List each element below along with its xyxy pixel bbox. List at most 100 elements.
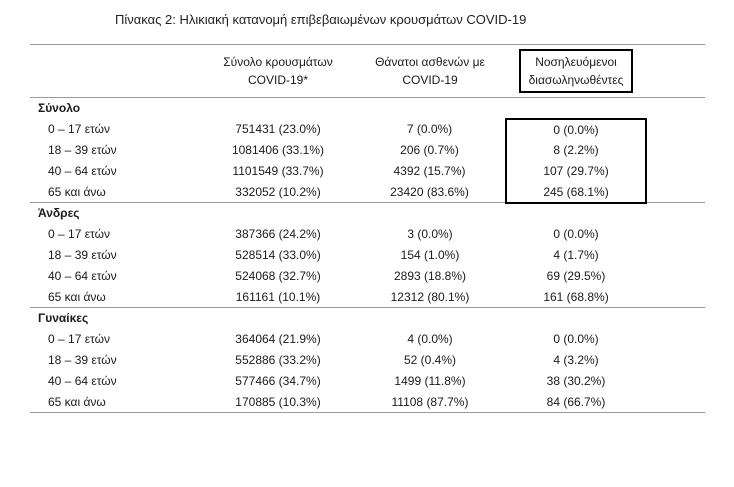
cases-cell: 528514 (33.0%) — [235, 248, 321, 262]
col-header-intubated: Νοσηλευόμενοι διασωληνωθέντες — [506, 44, 646, 98]
spacer-cell — [646, 286, 705, 308]
table-row: 65 και άνω 161161 (10.1%) 12312 (80.1%) … — [30, 286, 705, 308]
col-header-deaths: Θάνατοι ασθενών με COVID-19 — [354, 44, 506, 98]
col-header-deaths-line2: COVID-19 — [402, 73, 458, 87]
table-row: 40 – 64 ετών 524068 (32.7%) 2893 (18.8%)… — [30, 266, 705, 287]
spacer-cell — [646, 329, 705, 350]
deaths-cell: 4392 (15.7%) — [393, 164, 466, 178]
spacer-cell — [646, 203, 705, 224]
deaths-cell: 154 (1.0%) — [400, 248, 460, 262]
age-label-cell: 18 – 39 ετών — [48, 143, 117, 157]
deaths-cell: 3 (0.0%) — [407, 227, 453, 241]
covid-age-distribution-table: Σύνολο κρουσμάτων COVID-19* Θάνατοι ασθε… — [30, 44, 705, 413]
table-row: 40 – 64 ετών 1101549 (33.7%) 4392 (15.7%… — [30, 160, 705, 182]
deaths-cell: 11108 (87.7%) — [354, 391, 506, 413]
intubated-cell: 4 (3.2%) — [553, 353, 599, 367]
spacer-cell — [646, 391, 705, 413]
age-label-cell: 40 – 64 ετών — [48, 164, 117, 178]
spacer-cell — [646, 140, 705, 161]
intubated-cell: 0 (0.0%) — [505, 117, 647, 140]
spacer-cell — [646, 350, 705, 371]
spacer-cell — [646, 245, 705, 266]
intubated-cell: 8 (2.2%) — [505, 139, 647, 161]
spacer-cell — [646, 119, 705, 140]
age-label-cell: 40 – 64 ετών — [48, 269, 117, 283]
empty-cell — [202, 203, 354, 224]
intubated-cell: 0 (0.0%) — [553, 332, 599, 346]
age-label-cell: 65 και άνω — [30, 181, 202, 203]
intubated-cell: 245 (68.1%) — [505, 181, 647, 204]
table-row: 65 και άνω 170885 (10.3%) 11108 (87.7%) … — [30, 391, 705, 413]
age-label-cell: 18 – 39 ετών — [48, 353, 117, 367]
col-header-cases: Σύνολο κρουσμάτων COVID-19* — [202, 44, 354, 98]
deaths-cell: 52 (0.4%) — [403, 353, 457, 367]
table-row: 18 – 39 ετών 1081406 (33.1%) 206 (0.7%) … — [30, 139, 705, 161]
cases-cell: 577466 (34.7%) — [235, 374, 321, 388]
empty-cell — [506, 203, 646, 224]
col-header-deaths-line1: Θάνατοι ασθενών με — [375, 55, 485, 69]
table-row: 18 – 39 ετών 552886 (33.2%) 52 (0.4%) 4 … — [30, 350, 705, 371]
cases-cell: 1081406 (33.1%) — [231, 143, 325, 157]
deaths-cell: 2893 (18.8%) — [393, 269, 467, 283]
table-row: 65 και άνω 332052 (10.2%) 23420 (83.6%) … — [30, 181, 705, 204]
intubated-cell: 107 (29.7%) — [505, 160, 647, 182]
deaths-cell: 23420 (83.6%) — [354, 181, 506, 203]
cases-cell: 332052 (10.2%) — [202, 181, 354, 203]
col-header-cases-line2: COVID-19* — [247, 73, 309, 87]
intubated-cell: 69 (29.5%) — [546, 269, 606, 283]
deaths-cell: 1499 (11.8%) — [394, 374, 466, 388]
empty-cell — [202, 308, 354, 329]
empty-cell — [354, 203, 506, 224]
age-label-cell: 18 – 39 ετών — [48, 248, 117, 262]
deaths-cell: 206 (0.7%) — [400, 143, 459, 157]
spacer-cell — [646, 308, 705, 329]
intubated-cell: 0 (0.0%) — [553, 227, 599, 241]
age-label-cell: 0 – 17 ετών — [48, 122, 110, 136]
cases-cell: 364064 (21.9%) — [235, 332, 321, 346]
spacer-cell — [646, 161, 705, 182]
table-row: 0 – 17 ετών 364064 (21.9%) 4 (0.0%) 0 (0… — [30, 329, 705, 350]
intubated-cell: 4 (1.7%) — [553, 248, 599, 262]
spacer-cell — [646, 181, 705, 203]
age-label-cell: 65 και άνω — [30, 286, 202, 308]
age-label-cell: 0 – 17 ετών — [48, 332, 110, 346]
table-row: 0 – 17 ετών 751431 (23.0%) 7 (0.0%) 0 (0… — [30, 117, 705, 140]
intubated-header-highlight-box: Νοσηλευόμενοι διασωληνωθέντες — [518, 49, 634, 93]
intubated-cell: 38 (30.2%) — [546, 374, 606, 388]
cases-cell: 524068 (32.7%) — [235, 269, 321, 283]
intubated-cell: 84 (66.7%) — [506, 391, 646, 413]
empty-cell — [354, 308, 506, 329]
spacer-cell — [646, 224, 705, 245]
cases-cell: 751431 (23.0%) — [235, 122, 321, 136]
age-label-cell: 65 και άνω — [30, 391, 202, 413]
section-row-men: Άνδρες — [30, 203, 705, 224]
section-row-total: Σύνολο — [30, 98, 705, 119]
table-row: 18 – 39 ετών 528514 (33.0%) 154 (1.0%) 4… — [30, 245, 705, 266]
empty-cell — [506, 98, 646, 119]
header-spacer-cell — [646, 44, 705, 98]
section-label: Σύνολο — [38, 101, 81, 116]
cases-cell: 161161 (10.1%) — [202, 286, 354, 308]
cases-cell: 552886 (33.2%) — [235, 353, 321, 367]
header-label-cell — [30, 44, 202, 98]
spacer-cell — [646, 371, 705, 392]
section-label: Γυναίκες — [38, 311, 89, 326]
empty-cell — [506, 308, 646, 329]
spacer-cell — [646, 266, 705, 287]
age-label-cell: 40 – 64 ετών — [48, 374, 117, 388]
col-header-intubated-line1: Νοσηλευόμενοι — [535, 55, 617, 69]
empty-cell — [354, 98, 506, 119]
table-row: 40 – 64 ετών 577466 (34.7%) 1499 (11.8%)… — [30, 371, 705, 392]
table-row: 0 – 17 ετών 387366 (24.2%) 3 (0.0%) 0 (0… — [30, 224, 705, 245]
empty-cell — [202, 98, 354, 119]
cases-cell: 387366 (24.2%) — [235, 227, 321, 241]
spacer-cell — [646, 98, 705, 119]
section-label: Άνδρες — [38, 206, 80, 221]
deaths-cell: 4 (0.0%) — [407, 332, 453, 346]
intubated-cell: 161 (68.8%) — [506, 286, 646, 308]
deaths-cell: 7 (0.0%) — [406, 122, 453, 136]
header-row: Σύνολο κρουσμάτων COVID-19* Θάνατοι ασθε… — [30, 44, 705, 98]
cases-cell: 1101549 (33.7%) — [232, 164, 324, 178]
deaths-cell: 12312 (80.1%) — [354, 286, 506, 308]
col-header-intubated-line2: διασωληνωθέντες — [528, 73, 624, 87]
